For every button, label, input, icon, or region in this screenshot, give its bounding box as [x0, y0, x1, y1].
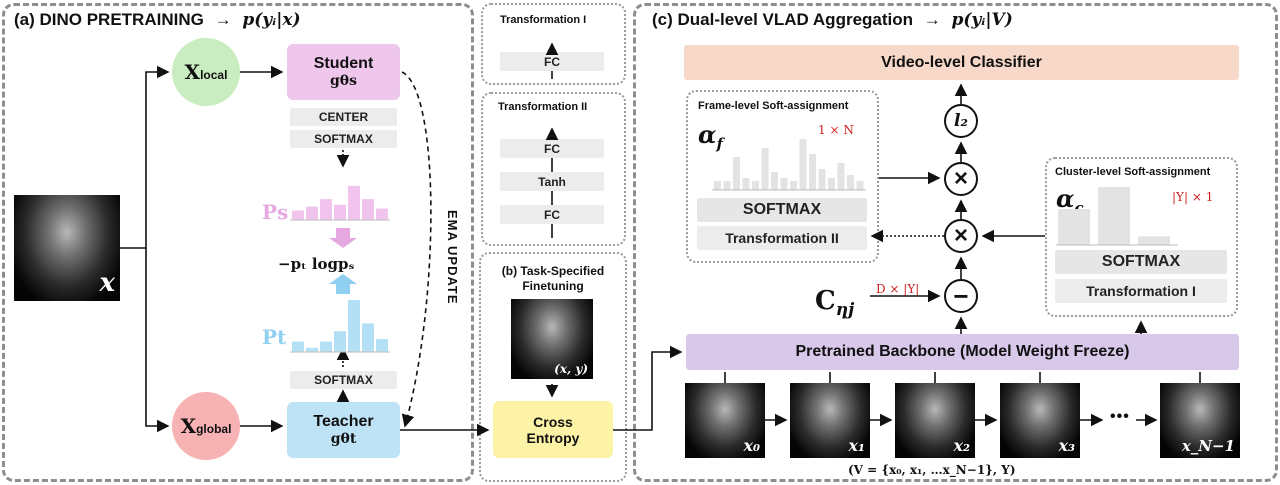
frame-bar-14	[847, 175, 854, 190]
ps-bar-6	[376, 208, 388, 220]
frame-0: x₀	[685, 383, 765, 458]
frame-softmax: SOFTMAX	[697, 198, 867, 222]
cluster-assign-title: Cluster-level Soft-assignment	[1055, 166, 1211, 178]
pt-bar-5	[362, 323, 374, 352]
frame-bar-4	[752, 181, 759, 190]
softmax-teacher: SOFTMAX	[290, 371, 397, 389]
frame-bar-13	[837, 163, 845, 190]
softmax-student: SOFTMAX	[290, 130, 397, 148]
frame-bar-9	[799, 139, 807, 190]
frame-bar-7	[780, 178, 788, 190]
frame-transform: Transformation II	[697, 226, 867, 250]
panel-c-formula: p(yᵢ|V)	[951, 10, 1013, 30]
t2-tanh: Tanh	[500, 172, 604, 191]
frame-assign-title: Frame-level Soft-assignment	[698, 100, 849, 112]
frame-ellipsis: •••	[1110, 408, 1130, 425]
video-level-classifier: Video-level Classifier	[684, 45, 1239, 80]
panel-task-finetuning	[479, 252, 627, 482]
frame-dim: 1 × N	[818, 123, 854, 137]
cluster-bar-1	[1098, 187, 1130, 245]
ps-label: Ps	[262, 200, 289, 224]
pretrained-backbone: Pretrained Backbone (Model Weight Freeze…	[686, 334, 1239, 370]
ema-update-label: EMA UPDATE	[445, 210, 460, 305]
frame-1: x₁	[790, 383, 870, 458]
pt-bar-6	[376, 339, 388, 352]
frame-bar-8	[790, 181, 797, 190]
cluster-bar-0	[1058, 209, 1090, 245]
multiply-op-bottom: ×	[944, 219, 978, 253]
ps-bar-5	[362, 199, 374, 220]
transformation-1-box	[481, 3, 626, 85]
alpha-f: αf	[698, 120, 723, 153]
frame-bar-12	[828, 178, 835, 190]
panel-c-title: (c) Dual-level VLAD Aggregation → p(yᵢ|V…	[652, 10, 1013, 30]
teacher-network: Teacher gθt	[287, 402, 400, 458]
cluster-softmax: SOFTMAX	[1055, 250, 1227, 274]
ps-bar-3	[334, 204, 346, 220]
frame-bar-2	[733, 157, 740, 190]
transformation-2-box	[481, 92, 626, 246]
t1-fc: FC	[500, 52, 604, 71]
t2-fc-top: FC	[500, 139, 604, 158]
pt-bar-0	[292, 341, 304, 352]
transformation-1-title: Transformation I	[500, 14, 587, 26]
frame-bar-5	[761, 148, 769, 190]
cluster-dim: |Y| × 1	[1172, 190, 1214, 204]
frame-n-1: x_N−1	[1160, 383, 1240, 458]
panel-vlad-aggregation	[633, 3, 1278, 482]
center-op: CENTER	[290, 108, 397, 126]
c-dim: D × |Y|	[876, 282, 920, 296]
cluster-assignment-box	[1045, 157, 1238, 317]
cluster-transform: Transformation I	[1055, 279, 1227, 303]
panel-dino-pretraining	[2, 3, 474, 482]
panel-b-title: (b) Task-Specified Finetuning	[501, 264, 605, 293]
pt-histogram	[290, 300, 390, 353]
multiply-op-top: ×	[944, 162, 978, 196]
frame-histogram	[712, 139, 866, 191]
input-ultrasound-image: x	[14, 195, 120, 301]
frame-bar-3	[742, 178, 750, 190]
frame-bar-15	[856, 181, 864, 190]
panel-a-formula: p(yᵢ|x)	[242, 10, 301, 30]
c-eta-j: Cηj	[815, 286, 855, 321]
pt-bar-4	[348, 300, 360, 352]
subtract-op: −	[944, 279, 978, 313]
video-definition: (V = {x₀, x₁, …x_N−1}, Y)	[848, 463, 1016, 477]
l2-norm-op: l₂	[944, 104, 978, 138]
ps-bar-4	[348, 185, 360, 220]
ps-bar-1	[306, 206, 318, 220]
pt-bar-2	[320, 341, 332, 352]
frame-bar-1	[723, 181, 731, 190]
panel-a-title: (a) DINO PRETRAINING → p(yᵢ|x)	[14, 10, 301, 30]
frame-3: x₃	[1000, 383, 1080, 458]
frame-assignment-box	[686, 90, 879, 263]
finetune-image: (x, y)	[511, 299, 593, 379]
cluster-bar-2	[1138, 236, 1170, 245]
t2-fc-bottom: FC	[500, 205, 604, 224]
loss-term: −pₜ logpₛ	[278, 255, 355, 273]
ps-bar-2	[320, 199, 332, 220]
student-network: Student gθs	[287, 44, 400, 100]
frame-bar-6	[771, 172, 778, 190]
frame-bar-0	[714, 181, 721, 190]
pt-bar-3	[334, 331, 346, 352]
ps-histogram	[290, 185, 390, 221]
frame-2: x₂	[895, 383, 975, 458]
input-image-label: x	[99, 268, 115, 298]
alpha-c: αc	[1056, 184, 1084, 217]
frame-bar-10	[809, 154, 816, 190]
pt-label: Pt	[262, 325, 287, 349]
transformation-2-title: Transformation II	[498, 101, 588, 113]
ps-bar-0	[292, 210, 304, 220]
cross-entropy-loss: Cross Entropy	[493, 401, 613, 458]
pt-bar-1	[306, 347, 318, 352]
cluster-histogram	[1056, 187, 1178, 246]
frame-bar-11	[818, 169, 826, 190]
